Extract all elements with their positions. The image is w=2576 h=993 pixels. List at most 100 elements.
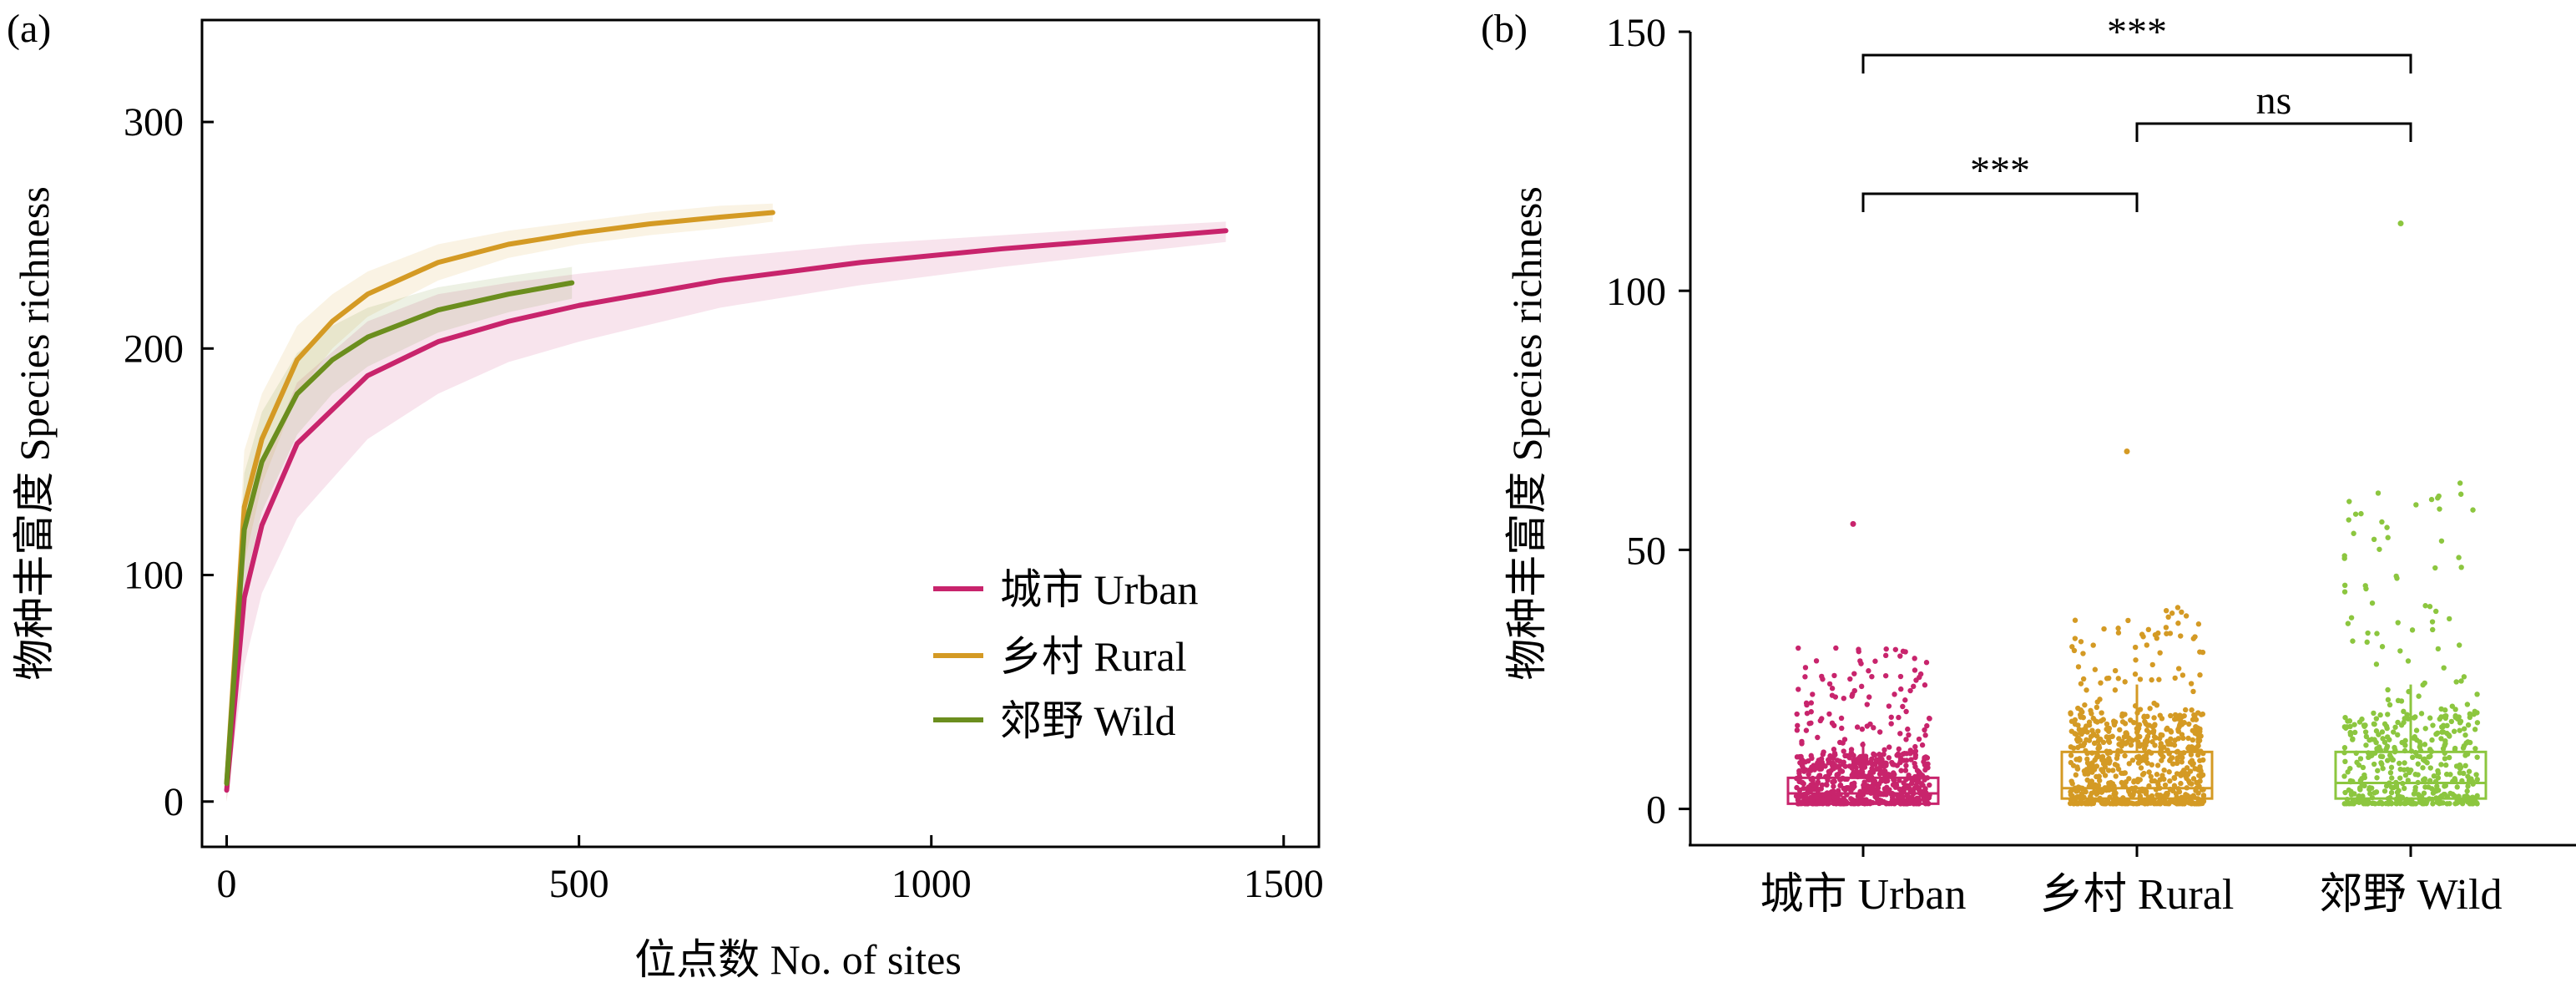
data-point	[2442, 762, 2449, 768]
panel-a-legend: 城市 Urban 乡村 Rural 郊野 Wild	[933, 566, 1198, 744]
data-point	[2155, 630, 2161, 636]
panel-b-significance: *** ns ***	[1861, 10, 2412, 212]
data-point	[2399, 739, 2405, 746]
data-point	[2134, 801, 2139, 807]
data-point	[1912, 656, 1917, 661]
data-point	[2082, 702, 2088, 708]
data-point	[1798, 753, 1804, 760]
data-point	[2342, 714, 2348, 721]
data-point	[2131, 779, 2137, 785]
data-point	[2395, 620, 2401, 626]
data-point	[2391, 729, 2397, 735]
data-point	[1803, 797, 1809, 803]
data-point	[2195, 790, 2201, 796]
data-point	[2350, 800, 2356, 807]
data-point	[2126, 788, 2132, 795]
data-point	[2151, 722, 2158, 728]
series-line	[224, 280, 575, 787]
data-point	[2164, 631, 2169, 636]
data-point	[1871, 725, 1876, 731]
data-point	[2341, 553, 2347, 559]
data-point	[1925, 761, 1931, 767]
data-point	[2427, 715, 2433, 721]
data-point	[2147, 706, 2153, 712]
data-point	[2137, 707, 2144, 712]
data-point	[1876, 729, 1883, 735]
data-point	[2080, 676, 2087, 682]
data-point	[1847, 676, 1853, 682]
data-point	[1875, 785, 1881, 791]
data-point	[1879, 757, 1885, 762]
data-point	[2166, 769, 2172, 775]
data-point	[2084, 737, 2089, 743]
data-point	[2397, 648, 2403, 654]
data-point	[2348, 615, 2355, 621]
data-point	[2084, 800, 2090, 807]
data-point	[1848, 747, 1855, 752]
data-point	[1854, 757, 1860, 762]
data-point	[2149, 762, 2155, 768]
y-tick-label: 100	[124, 554, 184, 598]
data-point	[2098, 680, 2104, 686]
data-point	[1866, 694, 1872, 700]
data-point	[1856, 646, 1861, 652]
data-point	[2363, 733, 2370, 740]
data-point	[2189, 707, 2195, 713]
data-point	[1881, 747, 1887, 753]
data-point	[1829, 686, 1836, 692]
data-point	[2190, 776, 2197, 782]
data-point	[2115, 630, 2122, 636]
panel-a-confidence-bands	[226, 203, 1226, 802]
data-point	[1821, 749, 1826, 755]
data-point	[1793, 793, 1800, 799]
data-point	[2412, 784, 2418, 791]
data-point	[2456, 642, 2462, 648]
data-point	[2068, 752, 2074, 758]
data-point	[2396, 788, 2402, 793]
data-point	[2091, 740, 2098, 747]
data-point	[2131, 720, 2137, 726]
data-point	[1926, 715, 1932, 722]
data-point	[2078, 714, 2084, 720]
data-point	[2341, 582, 2348, 589]
data-point	[2114, 752, 2120, 758]
data-point	[1819, 716, 1825, 722]
data-point	[1818, 756, 1825, 762]
data-point	[2366, 754, 2371, 761]
data-point	[2371, 710, 2376, 717]
data-point	[2392, 724, 2398, 730]
data-point	[1903, 762, 1909, 768]
x-tick-label: 0	[217, 862, 237, 906]
data-point	[2371, 761, 2377, 768]
data-point	[2387, 702, 2393, 708]
data-point	[2373, 716, 2380, 722]
data-point	[1837, 783, 1843, 788]
data-point	[2434, 783, 2440, 789]
data-point	[1803, 727, 1810, 733]
bracket-urban-rural-label: ***	[1970, 149, 2030, 193]
data-point	[1871, 778, 1876, 785]
data-point	[2119, 713, 2125, 719]
data-point	[2161, 767, 2167, 773]
data-point	[1851, 671, 1857, 676]
data-point	[1808, 700, 1815, 706]
data-point	[2104, 676, 2110, 681]
confidence-band	[226, 266, 573, 802]
data-point	[2442, 756, 2448, 762]
data-point	[2172, 712, 2179, 718]
panel-a-series-lines	[224, 210, 1229, 793]
data-point	[2466, 768, 2472, 774]
data-point	[2442, 741, 2448, 747]
data-point	[2193, 723, 2199, 730]
data-point	[2345, 769, 2351, 775]
data-point	[1864, 723, 1871, 729]
data-point	[2424, 760, 2430, 766]
data-point	[1808, 709, 1814, 715]
data-point	[2099, 800, 2104, 806]
data-point	[2141, 746, 2148, 752]
data-point	[1866, 668, 1871, 674]
data-point	[2356, 799, 2362, 805]
data-point	[2069, 644, 2075, 650]
data-point	[2154, 779, 2161, 786]
data-point	[2169, 755, 2175, 761]
